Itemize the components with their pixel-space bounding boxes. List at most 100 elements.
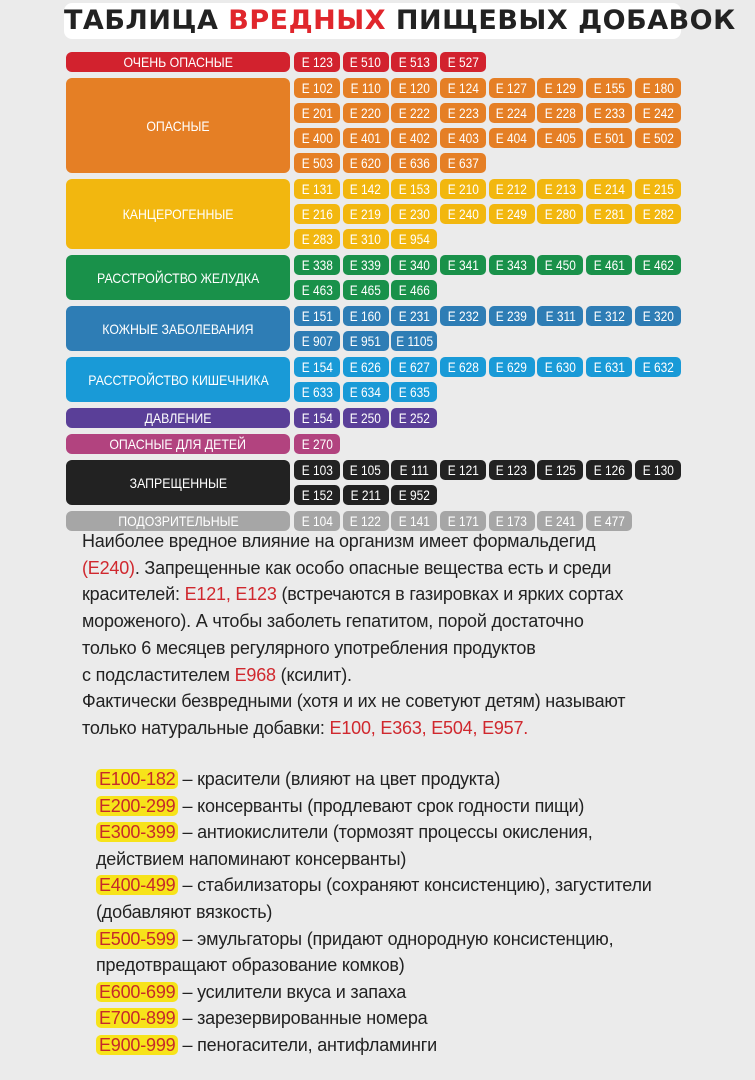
category-text: Подозрительные xyxy=(117,513,239,529)
additive-code-badge: E 402 xyxy=(391,128,438,148)
additive-code-badge: E 219 xyxy=(342,204,389,224)
range-badge: E700-899 xyxy=(96,1008,179,1029)
additive-code-badge: E 160 xyxy=(342,306,389,326)
code-text: E 450 xyxy=(544,257,576,273)
code-text: E 121 xyxy=(447,462,479,478)
additive-code-badge: E 311 xyxy=(537,306,584,326)
additive-code-badge: E 637 xyxy=(440,153,487,173)
category-text: Расстройство желудка xyxy=(96,269,260,286)
additive-code-badge: E 129 xyxy=(537,78,584,98)
additive-code-badge: E 952 xyxy=(391,485,438,505)
para-line: с подсластителем E968 (ксилит). xyxy=(82,662,625,689)
code-text: E 155 xyxy=(593,80,625,96)
additive-code-badge: E 465 xyxy=(342,280,389,300)
additive-code-badge: E 403 xyxy=(440,128,487,148)
additive-code-badge: E 341 xyxy=(440,255,487,275)
legend-text: – зарезервированные номера xyxy=(182,1008,428,1029)
legend-text-continued: действием напоминают консерванты) xyxy=(96,848,407,869)
legend-text: – стабилизаторы (сохраняют консистенцию)… xyxy=(182,875,652,896)
code-text: E 400 xyxy=(301,130,333,146)
category-label: Канцерогенные xyxy=(66,179,290,249)
additive-code-badge: E 220 xyxy=(342,103,389,123)
code-text: E 513 xyxy=(398,54,430,70)
code-text: E 154 xyxy=(301,410,333,426)
additive-code-badge: E 907 xyxy=(294,331,340,351)
additive-code-badge: E 214 xyxy=(586,179,633,199)
category-row: Опасные для детей E 270 xyxy=(66,434,686,454)
code-text: E 627 xyxy=(398,359,430,375)
legend-text: – усилители вкуса и запаха xyxy=(182,981,407,1002)
additive-code-badge: E 252 xyxy=(391,408,438,428)
para-line: мороженого). А чтобы заболеть гепатитом,… xyxy=(82,608,625,635)
text: красителей: xyxy=(82,584,185,605)
additive-code-badge: E 281 xyxy=(586,204,633,224)
code-text: E 220 xyxy=(350,105,382,121)
additive-code-badge: E 339 xyxy=(342,255,389,275)
additive-code-badge: E 142 xyxy=(342,179,389,199)
code-text: E 280 xyxy=(544,206,576,222)
additive-code-badge: E 126 xyxy=(586,460,633,480)
code-text: E 153 xyxy=(398,181,430,197)
additive-code-badge: E 634 xyxy=(342,382,389,402)
code-text: E 127 xyxy=(496,80,528,96)
category-text: Кожные заболевания xyxy=(102,320,254,337)
code-text: E 340 xyxy=(398,257,430,273)
legend-item: E400-499– стабилизаторы (сохраняют конси… xyxy=(96,872,652,899)
additive-code-badge: E 450 xyxy=(537,255,584,275)
category-label: Кожные заболевания xyxy=(66,306,290,351)
category-label: Очень опасные xyxy=(66,52,290,72)
legend-item: E600-699– усилители вкуса и запаха xyxy=(96,979,652,1006)
additive-code-badge: E 131 xyxy=(294,179,340,199)
text: (встречаются в газировках и ярких сортах xyxy=(276,584,624,605)
category-label: Расстройство кишечника xyxy=(66,357,290,402)
additive-code-badge: E 153 xyxy=(391,179,438,199)
code-text: E 503 xyxy=(301,155,333,171)
additive-code-badge: E 201 xyxy=(294,103,340,123)
category-label: Давление xyxy=(66,408,290,428)
code-text: E 466 xyxy=(398,282,430,298)
additive-code-badge: E 404 xyxy=(488,128,535,148)
code-text: E 1105 xyxy=(395,333,433,349)
range-badge: E400-499 xyxy=(96,875,179,896)
para-line: только натуральные добавки: E100, E363, … xyxy=(82,715,625,742)
code-list: E 154 E 250 E 252 xyxy=(294,408,686,428)
code-text: E 210 xyxy=(447,181,479,197)
code-text: E 213 xyxy=(544,181,576,197)
code-text: E 215 xyxy=(642,181,674,197)
page-title: ТАБЛИЦА ВРЕДНЫХ ПИЩЕВЫХ ДОБАВОК xyxy=(64,3,735,39)
code-text: E 250 xyxy=(350,410,382,426)
additive-code-badge: E 400 xyxy=(294,128,340,148)
category-label: Подозрительные xyxy=(66,511,290,531)
code-text: E 338 xyxy=(301,257,333,273)
additive-code-badge: E 124 xyxy=(440,78,487,98)
code-list: E 154 E 626 E 627 E 628 E 629 E 630 E 631 E 632… xyxy=(294,357,686,402)
additive-code-badge: E 631 xyxy=(586,357,633,377)
additive-code-badge: E 152 xyxy=(294,485,340,505)
category-label: Запрещенные xyxy=(66,460,290,505)
category-row: Расстройство желудка E 338 E 339 E 340 E 341… xyxy=(66,255,686,300)
code-text: E 123 xyxy=(496,462,528,478)
code-text: E 311 xyxy=(545,308,576,324)
code-highlight: (E240) xyxy=(82,557,135,578)
code-text: E 120 xyxy=(398,80,430,96)
additive-code-badge: E 223 xyxy=(440,103,487,123)
text: только натуральные добавки: xyxy=(82,717,330,738)
additive-code-badge: E 240 xyxy=(440,204,487,224)
additive-code-badge: E 104 xyxy=(294,511,340,531)
code-text: E 465 xyxy=(350,282,382,298)
additive-code-badge: E 513 xyxy=(391,52,438,72)
code-text: E 129 xyxy=(544,80,576,96)
additive-code-badge: E 242 xyxy=(634,103,681,123)
category-text: Расстройство кишечника xyxy=(87,371,269,388)
code-text: E 102 xyxy=(301,80,333,96)
code-text: E 283 xyxy=(301,231,333,247)
legend-item: E500-599– эмульгаторы (придают однородну… xyxy=(96,926,652,953)
code-text: E 110 xyxy=(350,80,381,96)
code-text: E 141 xyxy=(398,513,430,529)
range-badge: E500-599 xyxy=(96,928,179,949)
additive-code-badge: E 121 xyxy=(440,460,487,480)
para-line: только 6 месяцев регулярного употреблени… xyxy=(82,635,625,662)
additive-code-badge: E 283 xyxy=(294,229,340,249)
additive-code-badge: E 627 xyxy=(391,357,438,377)
code-text: E 111 xyxy=(399,462,430,478)
